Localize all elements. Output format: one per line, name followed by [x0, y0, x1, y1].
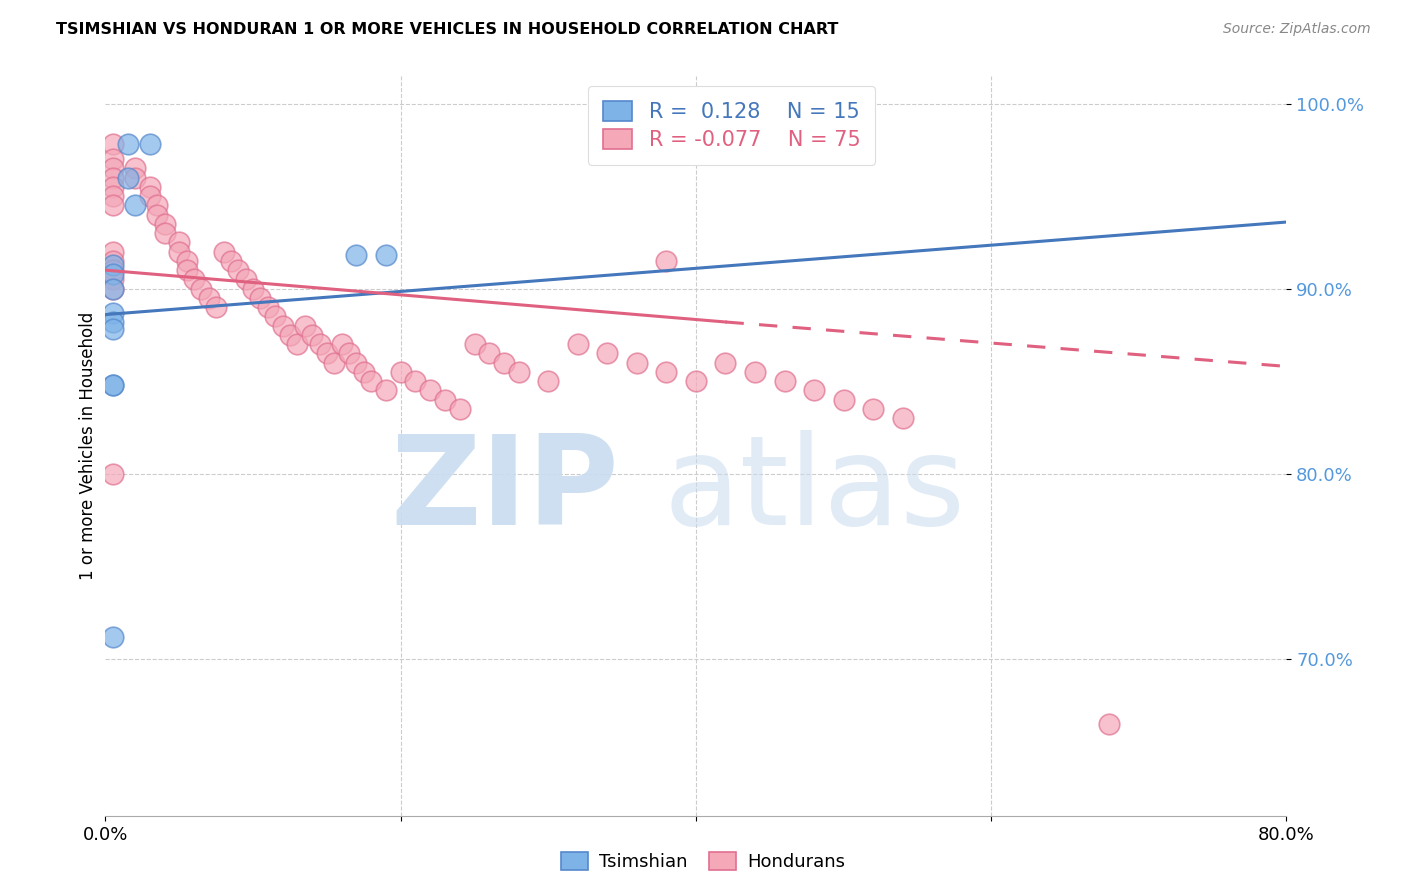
Point: [101, 161, 124, 176]
Point: [301, 328, 323, 343]
Point: [308, 337, 330, 351]
Point: [374, 248, 398, 262]
Point: [219, 253, 242, 268]
Point: [153, 217, 176, 231]
Point: [242, 282, 264, 296]
Text: ZIP: ZIP: [391, 430, 619, 551]
Point: [101, 467, 124, 481]
Point: [101, 253, 124, 268]
Point: [138, 180, 162, 194]
Point: [773, 374, 796, 388]
Point: [323, 356, 346, 370]
Point: [117, 137, 139, 152]
Point: [567, 337, 589, 351]
Point: [212, 244, 235, 259]
Point: [101, 258, 124, 272]
Point: [257, 300, 280, 314]
Point: [405, 374, 427, 388]
Point: [101, 306, 124, 320]
Point: [138, 189, 162, 203]
Point: [537, 374, 560, 388]
Point: [360, 374, 382, 388]
Point: [374, 384, 398, 398]
Point: [596, 346, 619, 360]
Point: [235, 272, 257, 286]
Point: [315, 346, 337, 360]
Point: [389, 365, 412, 379]
Point: [508, 365, 530, 379]
Point: [101, 272, 124, 286]
Point: [101, 322, 124, 336]
Point: [353, 365, 375, 379]
Point: [205, 300, 228, 314]
Point: [101, 198, 124, 212]
Point: [264, 310, 287, 324]
Point: [449, 402, 471, 417]
Point: [464, 337, 486, 351]
Point: [655, 253, 678, 268]
Point: [655, 365, 678, 379]
Point: [346, 356, 368, 370]
Point: [190, 282, 212, 296]
Point: [169, 244, 191, 259]
Point: [744, 365, 766, 379]
Point: [287, 337, 309, 351]
Text: TSIMSHIAN VS HONDURAN 1 OR MORE VEHICLES IN HOUSEHOLD CORRELATION CHART: TSIMSHIAN VS HONDURAN 1 OR MORE VEHICLES…: [56, 22, 838, 37]
Point: [176, 263, 198, 277]
Point: [228, 263, 250, 277]
Point: [492, 356, 515, 370]
Point: [101, 152, 124, 166]
Point: [101, 244, 124, 259]
Point: [626, 356, 648, 370]
Point: [101, 137, 124, 152]
Point: [197, 291, 219, 305]
Point: [862, 402, 884, 417]
Point: [832, 392, 855, 407]
Point: [478, 346, 501, 360]
Point: [146, 198, 169, 212]
Point: [101, 170, 124, 185]
Point: [169, 235, 191, 250]
Point: [294, 318, 316, 333]
Point: [271, 318, 294, 333]
Point: [346, 248, 368, 262]
Point: [153, 226, 176, 240]
Point: [101, 315, 124, 329]
Point: [101, 267, 124, 281]
Point: [278, 328, 301, 343]
Point: [101, 378, 124, 392]
Point: [101, 282, 124, 296]
Text: Source: ZipAtlas.com: Source: ZipAtlas.com: [1223, 22, 1371, 37]
Point: [714, 356, 737, 370]
Y-axis label: 1 or more Vehicles in Household: 1 or more Vehicles in Household: [79, 312, 97, 580]
Text: atlas: atlas: [664, 430, 965, 551]
Point: [124, 170, 146, 185]
Point: [138, 137, 162, 152]
Point: [101, 630, 124, 644]
Point: [117, 170, 139, 185]
Point: [101, 378, 124, 392]
Point: [337, 346, 360, 360]
Point: [176, 253, 198, 268]
Point: [685, 374, 707, 388]
Point: [124, 161, 146, 176]
Point: [183, 272, 205, 286]
Point: [249, 291, 271, 305]
Point: [1098, 716, 1121, 731]
Point: [891, 411, 914, 425]
Point: [101, 282, 124, 296]
Point: [803, 384, 825, 398]
Point: [146, 208, 169, 222]
Point: [124, 198, 146, 212]
Legend: R =  0.128    N = 15, R = -0.077    N = 75: R = 0.128 N = 15, R = -0.077 N = 75: [588, 87, 875, 165]
Point: [419, 384, 441, 398]
Point: [330, 337, 353, 351]
Point: [101, 180, 124, 194]
Legend: Tsimshian, Hondurans: Tsimshian, Hondurans: [554, 846, 852, 879]
Point: [433, 392, 456, 407]
Point: [101, 263, 124, 277]
Point: [101, 189, 124, 203]
